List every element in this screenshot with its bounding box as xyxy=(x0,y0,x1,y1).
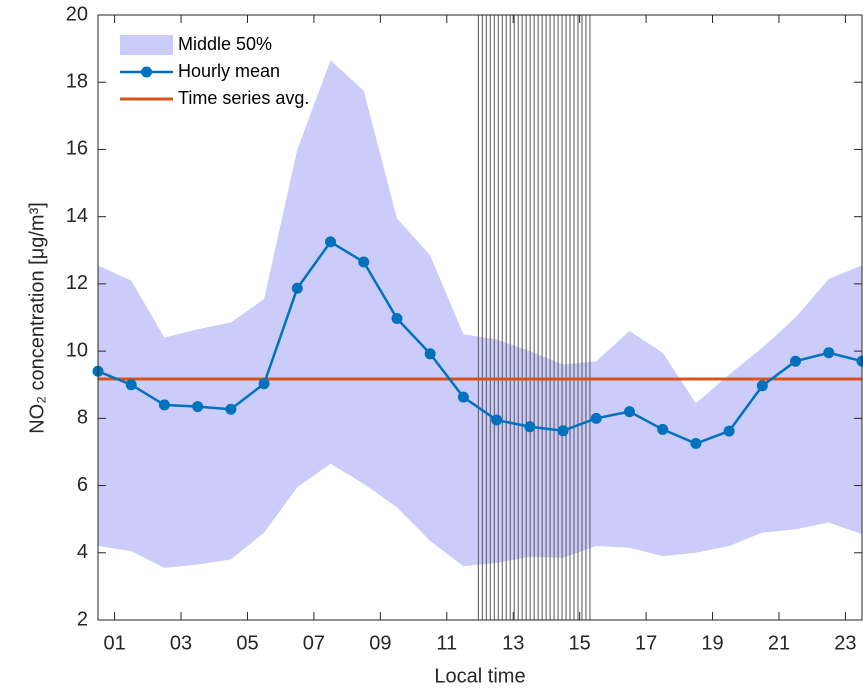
x-tick-label: 11 xyxy=(436,632,457,654)
mean-marker xyxy=(225,403,237,415)
mean-marker xyxy=(590,412,602,424)
x-tick-label: 05 xyxy=(236,632,258,654)
x-tick-label: 01 xyxy=(103,632,125,654)
mean-marker xyxy=(158,399,170,411)
y-tick-label: 4 xyxy=(77,541,88,563)
band xyxy=(98,60,862,568)
mean-marker xyxy=(424,348,436,360)
legend-swatch xyxy=(120,35,173,55)
y-tick-label: 20 xyxy=(66,3,88,25)
legend-label: Middle 50% xyxy=(178,34,272,54)
mean-marker xyxy=(524,421,536,433)
mean-marker xyxy=(325,236,337,248)
x-tick-label: 15 xyxy=(569,632,591,654)
legend-label: Time series avg. xyxy=(178,88,309,108)
mean-marker xyxy=(723,425,735,437)
mean-marker xyxy=(623,406,635,418)
legend-marker xyxy=(141,66,152,78)
mean-marker xyxy=(358,256,370,268)
x-tick-label: 23 xyxy=(834,632,856,654)
mean-marker xyxy=(823,347,835,359)
x-tick-label: 09 xyxy=(369,632,391,654)
mean-marker xyxy=(291,282,303,294)
y-tick-label: 2 xyxy=(77,608,88,630)
x-tick-label: 21 xyxy=(768,632,790,654)
y-tick-label: 16 xyxy=(66,138,88,160)
y-tick-label: 10 xyxy=(66,339,88,361)
mean-marker xyxy=(856,355,863,367)
mean-marker xyxy=(657,423,669,435)
x-tick-label: 19 xyxy=(701,632,723,654)
mean-marker xyxy=(457,391,469,403)
legend-label: Hourly mean xyxy=(178,61,280,81)
x-axis-label: Local time xyxy=(434,665,525,687)
y-tick-label: 12 xyxy=(66,272,88,294)
x-tick-label: 13 xyxy=(502,632,524,654)
mean-marker xyxy=(756,380,768,392)
mean-marker xyxy=(557,425,569,437)
mean-marker xyxy=(125,379,137,391)
y-tick-label: 18 xyxy=(66,71,88,93)
y-tick-label: 14 xyxy=(66,205,88,227)
x-tick-label: 03 xyxy=(170,632,192,654)
mean-marker xyxy=(192,401,204,413)
mean-marker xyxy=(690,438,702,450)
x-tick-label: 07 xyxy=(303,632,325,654)
mean-marker xyxy=(491,414,503,426)
y-tick-label: 8 xyxy=(77,407,88,429)
mean-marker xyxy=(391,313,403,325)
y-axis-label: NO₂ concentration [μg/m³] xyxy=(26,202,48,434)
mean-line xyxy=(97,240,863,445)
mean-marker xyxy=(258,378,270,390)
y-tick-label: 6 xyxy=(77,474,88,496)
mean-marker xyxy=(790,355,802,367)
axes-box xyxy=(97,14,863,621)
x-tick-label: 17 xyxy=(635,632,657,654)
